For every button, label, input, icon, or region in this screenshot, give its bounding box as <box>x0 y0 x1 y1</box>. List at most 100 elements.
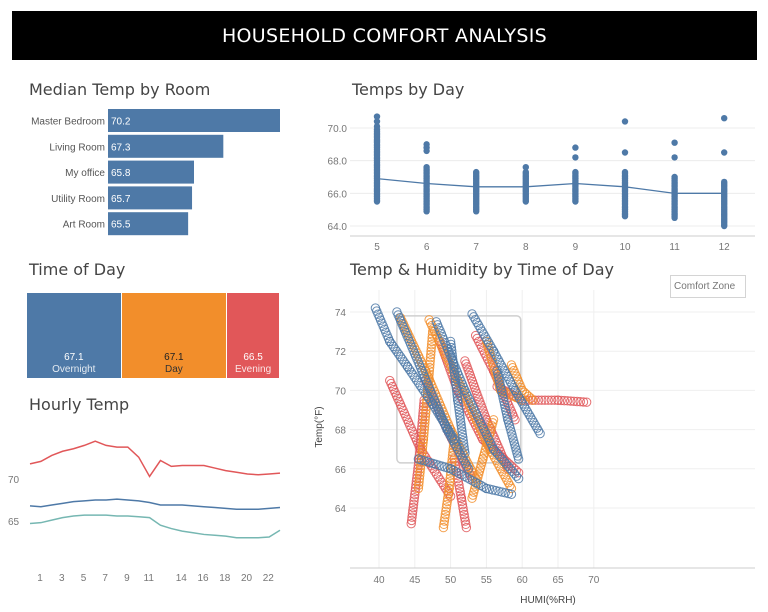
humidity-temp-point <box>455 411 465 421</box>
humidity-temp-point <box>441 506 451 516</box>
humidity-temp-point <box>462 473 472 483</box>
tod-value: 67.1 <box>64 352 84 363</box>
humidity-temp-point <box>453 395 463 405</box>
comfort-zone-legend[interactable]: Comfort Zone <box>670 275 746 298</box>
humidity-temp-point <box>502 475 512 485</box>
humidity-temp-point <box>406 515 417 526</box>
humidity-temp-point <box>408 370 418 380</box>
humidity-temp-point <box>447 454 457 464</box>
x-tick-label: 1 <box>37 573 43 584</box>
humidity-temp-point <box>385 336 395 347</box>
humidity-temp-point <box>533 426 544 436</box>
humidity-temp-point <box>463 464 474 474</box>
humidity-temp-point <box>472 317 482 328</box>
x-tick-label: 45 <box>409 575 421 586</box>
humidity-temp-point <box>415 464 426 474</box>
x-tick-label: 40 <box>373 575 385 586</box>
x-tick-label: 55 <box>481 575 493 586</box>
x-tick-label: 20 <box>241 573 253 584</box>
humidity-temp-point <box>450 373 460 384</box>
tod-segment-day[interactable]: 67.1 Day <box>121 293 228 378</box>
humidity-temp-point <box>444 483 454 494</box>
humidity-temp-point <box>513 473 524 484</box>
y-tick-label: 70 <box>8 475 20 486</box>
humidity-temp-point <box>460 516 470 526</box>
room-value-label: 70.2 <box>111 117 131 128</box>
humidity-temp-point <box>442 424 452 435</box>
humidity-temp-point <box>419 421 430 432</box>
humidity-temp-point <box>445 464 456 474</box>
humidity-temp-point <box>420 418 430 428</box>
room-value-label: 67.3 <box>111 142 131 153</box>
hourly-series-line <box>29 498 281 510</box>
humidity-temp-point <box>513 454 524 464</box>
humidity-temp-point <box>477 326 487 336</box>
humidity-temp-point <box>470 477 481 488</box>
humidity-temp-point <box>408 499 419 509</box>
humidity-temp-point <box>458 435 468 446</box>
humidity-temp-point <box>444 480 455 490</box>
x-tick-label: 70 <box>588 575 600 586</box>
tod-segment-evening[interactable]: 66.5 Evening <box>227 293 280 378</box>
day-temp-point <box>423 164 430 171</box>
humidity-temp-point <box>420 408 431 418</box>
humidity-temp-point <box>386 339 397 349</box>
humidity-temp-point <box>445 336 456 347</box>
y-tick-label: 66 <box>335 465 347 476</box>
humidity-temp-point <box>488 346 499 356</box>
day-temp-outlier <box>373 113 381 120</box>
humidity-temp-point <box>532 423 542 433</box>
humidity-temp-point <box>445 473 455 484</box>
humidity-temp-point <box>488 415 499 425</box>
humidity-temp-point <box>556 395 566 406</box>
humidity-temp-point <box>457 496 467 507</box>
x-tick-label: 5 <box>81 573 87 584</box>
humidity-temp-point <box>465 474 475 485</box>
humidity-temp-point <box>418 441 428 451</box>
humidity-temp-point <box>447 352 458 362</box>
humidity-temp-point <box>460 448 470 458</box>
humidity-temp-point <box>424 362 435 373</box>
humidity-temp-point <box>559 395 570 406</box>
humidity-temp-point <box>457 429 468 440</box>
hourly-series-line <box>29 440 281 478</box>
humidity-temp-point <box>467 309 477 319</box>
room-label: Master Bedroom <box>31 117 105 128</box>
humidity-temp-point <box>506 483 517 494</box>
tod-label: Day <box>164 364 183 375</box>
humidity-temp-point <box>427 333 437 343</box>
humidity-temp-point <box>469 312 479 322</box>
humidity-temp-point <box>443 486 454 497</box>
humidity-temp-point <box>482 335 492 345</box>
humidity-temp-point <box>425 359 435 369</box>
humidity-temp-point <box>409 493 420 503</box>
humidity-temp-point <box>443 493 453 503</box>
humidity-temp-point <box>448 361 459 371</box>
humidity-temp-point <box>443 490 453 500</box>
x-tick-label: 5 <box>374 242 380 253</box>
tod-segment-overnight[interactable]: 67.1 Overnight <box>27 293 122 378</box>
humidity-temp-point <box>438 522 449 533</box>
humidity-temp-point <box>550 395 560 405</box>
humidity-temp-point <box>456 493 467 503</box>
y-tick-label: 66.0 <box>328 189 348 200</box>
day-temp-point <box>621 168 629 176</box>
humidity-temp-point <box>455 486 465 497</box>
humidity-temp-point <box>487 343 497 354</box>
humidity-temp-point <box>569 396 579 406</box>
humidity-temp-point <box>454 447 464 457</box>
humidity-temp-point <box>476 480 486 491</box>
humidity-temp-point <box>395 351 406 362</box>
humidity-temp-point <box>456 423 467 433</box>
humidity-temp-point <box>527 415 537 425</box>
comfort-zone-label: Comfort Zone <box>674 281 736 292</box>
x-tick-label: 9 <box>124 573 130 584</box>
humidity-temp-point <box>522 407 533 417</box>
humidity-temp-point <box>478 329 489 339</box>
day-temp-outlier <box>373 123 381 130</box>
humidity-temp-point <box>510 415 520 425</box>
y-tick-label: 74 <box>335 308 347 319</box>
humidity-temp-point <box>445 477 455 487</box>
humidity-temp-point <box>458 506 469 516</box>
